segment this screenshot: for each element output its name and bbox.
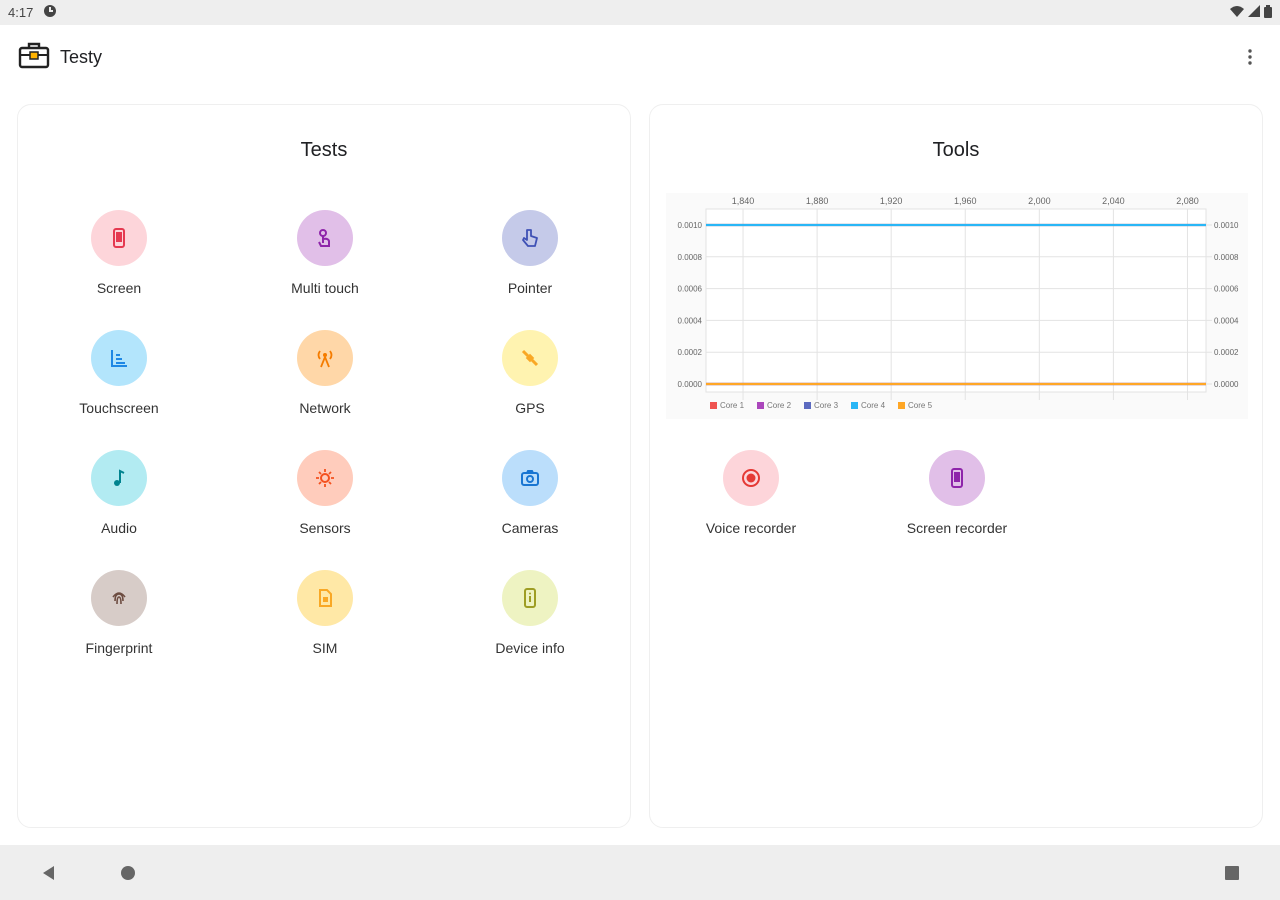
y-tick-label-left: 0.0006 — [678, 285, 703, 294]
test-label: Multi touch — [291, 280, 359, 296]
more-options-icon[interactable] — [1238, 45, 1262, 69]
test-cameras[interactable]: Cameras — [450, 450, 610, 536]
fingerprint-icon — [91, 570, 147, 626]
app-title: Testy — [60, 46, 103, 67]
test-label: Network — [299, 400, 351, 416]
test-label: Screen — [96, 280, 142, 296]
test-audio[interactable]: Audio — [39, 450, 199, 536]
test-label: Pointer — [507, 280, 553, 296]
tests-card: Tests Screen Multi touch Pointer Touchsc… — [17, 104, 631, 828]
y-tick-label-left: 0.0008 — [678, 253, 703, 262]
tests-title: Tests — [300, 139, 348, 161]
test-pointer[interactable]: Pointer — [450, 210, 610, 296]
test-sim[interactable]: SIM — [245, 570, 405, 656]
test-label: GPS — [515, 400, 545, 416]
satellite-icon — [502, 330, 558, 386]
y-tick-label-left: 0.0004 — [678, 316, 703, 325]
legend-swatch — [898, 402, 905, 409]
x-tick-label: 1,840 — [732, 196, 755, 206]
plot-area — [705, 208, 1207, 393]
legend-label: Core 2 — [767, 401, 792, 410]
home-icon[interactable] — [116, 861, 140, 885]
legend-swatch — [851, 402, 858, 409]
test-label: SIM — [312, 640, 338, 656]
back-icon[interactable] — [36, 861, 60, 885]
test-sensors[interactable]: Sensors — [245, 450, 405, 536]
x-tick-label: 2,080 — [1176, 196, 1199, 206]
test-touchscreen[interactable]: Touchscreen — [39, 330, 199, 416]
x-tick-label: 1,880 — [806, 196, 829, 206]
tool-label: Screen recorder — [906, 520, 1008, 536]
device-info-icon — [502, 570, 558, 626]
antenna-icon — [297, 330, 353, 386]
y-tick-label-right: 0.0004 — [1214, 316, 1239, 325]
wifi-icon — [1230, 5, 1244, 20]
legend-label: Core 5 — [908, 401, 933, 410]
music-note-icon — [91, 450, 147, 506]
test-label: Audio — [101, 520, 137, 536]
sim-card-icon — [297, 570, 353, 626]
tools-title: Tools — [932, 139, 980, 161]
legend-label: Core 4 — [861, 401, 886, 410]
test-device-info[interactable]: Device info — [450, 570, 610, 656]
app-notification-icon — [43, 4, 57, 21]
recents-icon[interactable] — [1220, 861, 1244, 885]
battery-icon — [1264, 4, 1272, 21]
sensor-icon — [297, 450, 353, 506]
test-gps[interactable]: GPS — [450, 330, 610, 416]
test-label: Touchscreen — [79, 400, 159, 416]
x-tick-label: 1,960 — [954, 196, 977, 206]
toolbox-icon — [18, 41, 50, 74]
x-tick-label: 2,040 — [1102, 196, 1125, 206]
status-icons — [1230, 4, 1272, 21]
test-label: Sensors — [299, 520, 351, 536]
navigation-bar — [0, 845, 1280, 900]
test-label: Cameras — [501, 520, 559, 536]
phone-icon — [91, 210, 147, 266]
y-tick-label-right: 0.0008 — [1214, 253, 1239, 262]
legend-label: Core 1 — [720, 401, 745, 410]
y-tick-label-right: 0.0002 — [1214, 348, 1239, 357]
y-tick-label-left: 0.0000 — [678, 380, 703, 389]
status-bar: 4:17 — [0, 0, 1280, 25]
tool-label: Voice recorder — [705, 520, 797, 536]
test-fingerprint[interactable]: Fingerprint — [39, 570, 199, 656]
camera-icon — [502, 450, 558, 506]
signal-icon — [1248, 5, 1260, 20]
multi-touch-icon — [297, 210, 353, 266]
cpu-usage-chart: 1,840 1,880 1,920 1,960 2,000 2,040 2,080 0.000… — [666, 193, 1248, 419]
y-tick-label-left: 0.0002 — [678, 348, 703, 357]
app-bar: Testy — [0, 25, 1280, 89]
tool-voice-recorder[interactable]: Voice recorder — [671, 450, 831, 536]
y-tick-label-right: 0.0006 — [1214, 285, 1239, 294]
touchscreen-icon — [91, 330, 147, 386]
record-icon — [723, 450, 779, 506]
y-tick-label-left: 0.0010 — [678, 221, 703, 230]
x-tick-label: 1,920 — [880, 196, 903, 206]
tool-screen-recorder[interactable]: Screen recorder — [877, 450, 1037, 536]
status-time: 4:17 — [8, 5, 34, 20]
tools-card: Tools 1,840 1,880 1,920 1,960 2,000 2,040 2,08… — [649, 104, 1263, 828]
legend-label: Core 3 — [814, 401, 839, 410]
pointer-hand-icon — [502, 210, 558, 266]
test-screen[interactable]: Screen — [39, 210, 199, 296]
test-network[interactable]: Network — [245, 330, 405, 416]
x-tick-label: 2,000 — [1028, 196, 1051, 206]
legend-swatch — [757, 402, 764, 409]
legend-swatch — [804, 402, 811, 409]
legend-swatch — [710, 402, 717, 409]
test-label: Device info — [495, 640, 565, 656]
y-tick-label-right: 0.0010 — [1214, 221, 1239, 230]
test-multi-touch[interactable]: Multi touch — [245, 210, 405, 296]
screen-recorder-icon — [929, 450, 985, 506]
test-label: Fingerprint — [85, 640, 153, 656]
y-tick-label-right: 0.0000 — [1214, 380, 1239, 389]
